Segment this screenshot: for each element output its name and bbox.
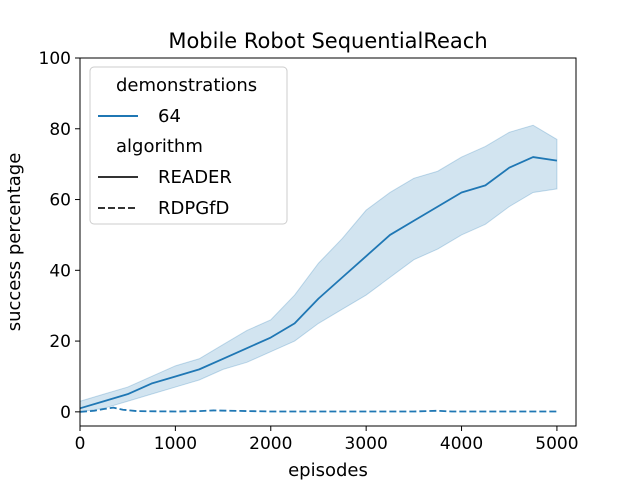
y-tick-label: 40 [49,261,71,281]
legend-group-title-algorithm: algorithm [116,136,203,157]
y-tick-label: 0 [60,403,71,423]
plot-frame [79,57,577,427]
y-tick-label: 20 [49,332,71,352]
series-line-reader [79,156,558,410]
series-line-rdpgfd [79,406,557,413]
y-tick-label: 80 [49,120,71,140]
confidence-band-reader [79,124,558,413]
y-axis-label: success percentage [4,153,25,332]
x-axis: 0 1000 2000 3000 4000 5000 [75,426,579,454]
chart-title: Mobile Robot SequentialReach [168,29,487,53]
x-tick-label: 4000 [440,434,483,454]
y-axis: 0 20 40 60 80 100 [39,49,80,423]
legend-group-title-demonstrations: demonstrations [116,75,257,96]
y-tick-label: 100 [39,49,71,69]
x-tick-label: 3000 [345,434,388,454]
legend-label-64: 64 [158,106,181,127]
legend-label-reader: READER [158,167,232,188]
legend-label-rdpgfd: RDPGfD [158,198,229,219]
x-axis-label: episodes [288,460,368,480]
x-tick-label: 1000 [154,434,197,454]
x-tick-label: 5000 [535,434,578,454]
y-tick-label: 60 [49,191,71,211]
legend: demonstrations 64 algorithm READER RDPGf… [89,66,288,225]
legend-frame [89,66,288,225]
x-tick-label: 0 [75,434,86,454]
x-tick-label: 2000 [249,434,292,454]
plot-area [79,124,558,413]
